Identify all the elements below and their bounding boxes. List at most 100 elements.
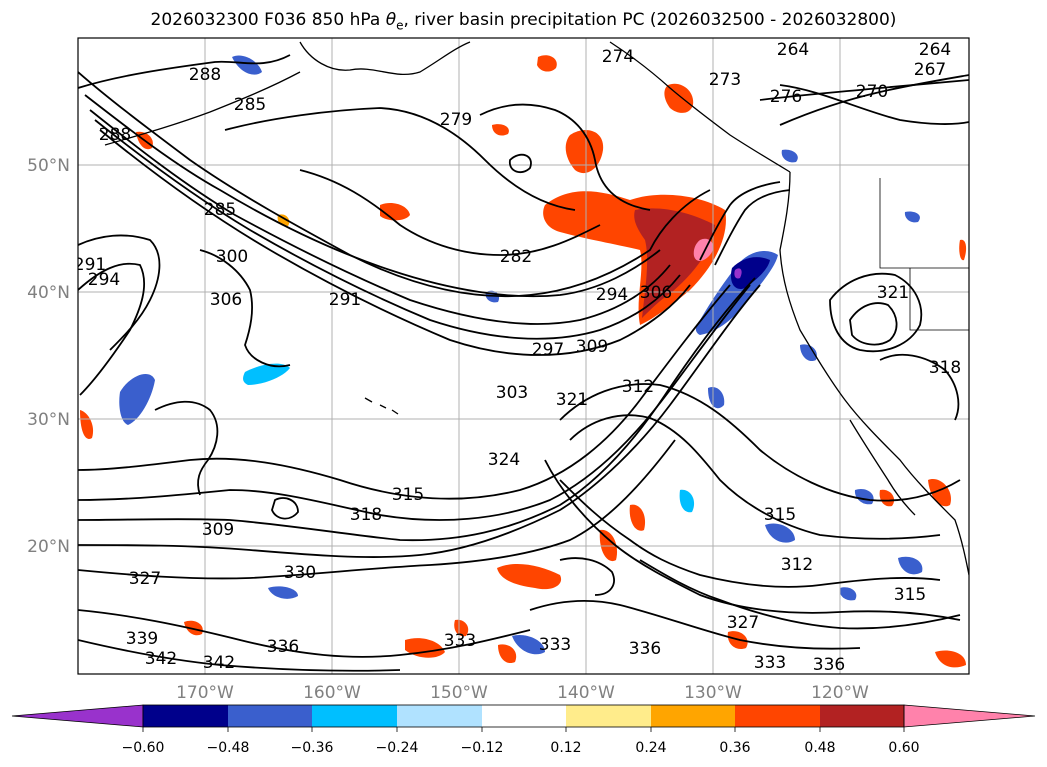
precip-negative-blob	[232, 55, 262, 75]
colorbar: −0.60 −0.48 −0.36 −0.24 −0.12 0.12 0.24 …	[11, 704, 1036, 756]
colorbar-label: 0.24	[635, 740, 666, 756]
colorbar-bin	[143, 705, 228, 727]
contour-line	[779, 84, 969, 125]
colorbar-over-triangle	[903, 704, 1036, 728]
contour-label: 309	[202, 520, 234, 540]
colorbar-label: 0.12	[550, 740, 581, 756]
precip-positive-blob	[879, 489, 895, 507]
contour-label: 285	[204, 200, 236, 220]
colorbar-frame	[142, 704, 905, 728]
lon-label-120w: 120°W	[811, 683, 869, 703]
precip-positive-blob	[935, 650, 966, 668]
precip-positive-blob	[498, 644, 517, 664]
map-frame	[77, 37, 970, 675]
precip-positive-blob	[497, 564, 562, 590]
precip-positive-blob	[80, 410, 94, 439]
contour-label: 264	[777, 40, 809, 60]
contour-label: 273	[709, 70, 741, 90]
colorbar-under-triangle	[11, 704, 144, 728]
contour-label: 327	[129, 569, 161, 589]
contour-line	[199, 249, 291, 368]
coastline-hawaii	[364, 397, 399, 415]
colorbar-bin	[566, 705, 651, 727]
title-theta: θ	[385, 10, 397, 30]
contour-line	[569, 414, 941, 540]
contour-label: 327	[727, 613, 759, 633]
coastline-alaska	[299, 41, 471, 76]
precip-negative-blob	[765, 523, 795, 543]
contour-line	[78, 609, 531, 658]
precip-negative-blob	[268, 586, 298, 599]
precip-positive-blob	[492, 124, 509, 136]
contour-label: 303	[496, 383, 528, 403]
contour-label: 315	[894, 585, 926, 605]
contour-line	[509, 153, 532, 174]
precip-negative-blob	[679, 489, 695, 513]
precip-positive-blob	[537, 55, 557, 72]
colorbar-bin	[312, 705, 397, 727]
contour-line	[99, 129, 691, 356]
contour-label: 294	[596, 285, 628, 305]
contour-label: 288	[189, 65, 221, 85]
precip-positive-blob	[959, 239, 967, 261]
contour-line	[84, 94, 661, 298]
colorbar-ticks	[142, 727, 905, 732]
colorbar-bin	[397, 705, 482, 727]
contour-label: 321	[877, 283, 909, 303]
contour-line	[94, 119, 681, 340]
precip-negative-blob	[839, 587, 857, 601]
lat-lon-grid	[78, 38, 969, 674]
map-title: 2026032300 F036 850 hPa θe, river basin …	[0, 10, 1047, 32]
contour-label: 318	[350, 505, 382, 525]
colorbar-bin	[820, 705, 904, 727]
contour-label: 279	[440, 110, 472, 130]
precip-positive-blob	[629, 504, 646, 531]
contour-line	[78, 262, 145, 396]
contour-label: 264	[919, 40, 951, 60]
contour-label: 315	[764, 505, 796, 525]
contour-label: 306	[640, 283, 672, 303]
contour-label: 309	[576, 337, 608, 357]
contour-label: 312	[781, 555, 813, 575]
contour-line	[559, 479, 941, 588]
precip-positive-blob	[565, 130, 604, 174]
lat-label-40n: 40°N	[27, 283, 70, 303]
contour-line	[78, 439, 676, 580]
latitude-labels: 50°N 40°N 30°N 20°N	[27, 156, 70, 557]
contour-line	[78, 54, 291, 89]
contour-label: 330	[284, 563, 316, 583]
contour-line	[479, 103, 651, 211]
colorbar-label: −0.12	[461, 740, 504, 756]
precip-negative-blob	[800, 344, 817, 362]
contour-line	[529, 599, 861, 650]
contour-line	[78, 639, 401, 672]
lon-label-150w: 150°W	[430, 683, 488, 703]
colorbar-bin	[651, 705, 735, 727]
coastline-state-border	[879, 178, 969, 331]
coastline-baja	[849, 419, 916, 516]
contour-line	[89, 109, 671, 325]
colorbar-labels: −0.60 −0.48 −0.36 −0.24 −0.12 0.12 0.24 …	[122, 740, 920, 756]
colorbar-bin	[735, 705, 820, 727]
contour-label: 342	[203, 653, 235, 673]
contour-line	[544, 459, 961, 621]
precip-negative-blob	[904, 211, 920, 223]
contour-label: 291	[74, 255, 106, 275]
contour-line	[78, 284, 751, 521]
contour-label: 333	[754, 653, 786, 673]
precip-positive-blob	[184, 620, 203, 636]
title-subscript: e	[396, 18, 404, 33]
lon-label-130w: 130°W	[684, 683, 742, 703]
precip-positive-blob	[599, 529, 618, 562]
contour-label: 318	[929, 358, 961, 378]
contour-line	[779, 74, 969, 126]
precip-positive-blob	[454, 619, 469, 637]
precip-positive-core	[634, 208, 715, 318]
contour-label: 276	[770, 87, 802, 107]
contour-line	[299, 169, 601, 256]
contour-label: 288	[99, 125, 131, 145]
contour-line	[759, 79, 969, 101]
contour-line	[78, 277, 756, 542]
precip-negative-max	[734, 268, 742, 279]
precip-negative-blob	[708, 386, 725, 409]
